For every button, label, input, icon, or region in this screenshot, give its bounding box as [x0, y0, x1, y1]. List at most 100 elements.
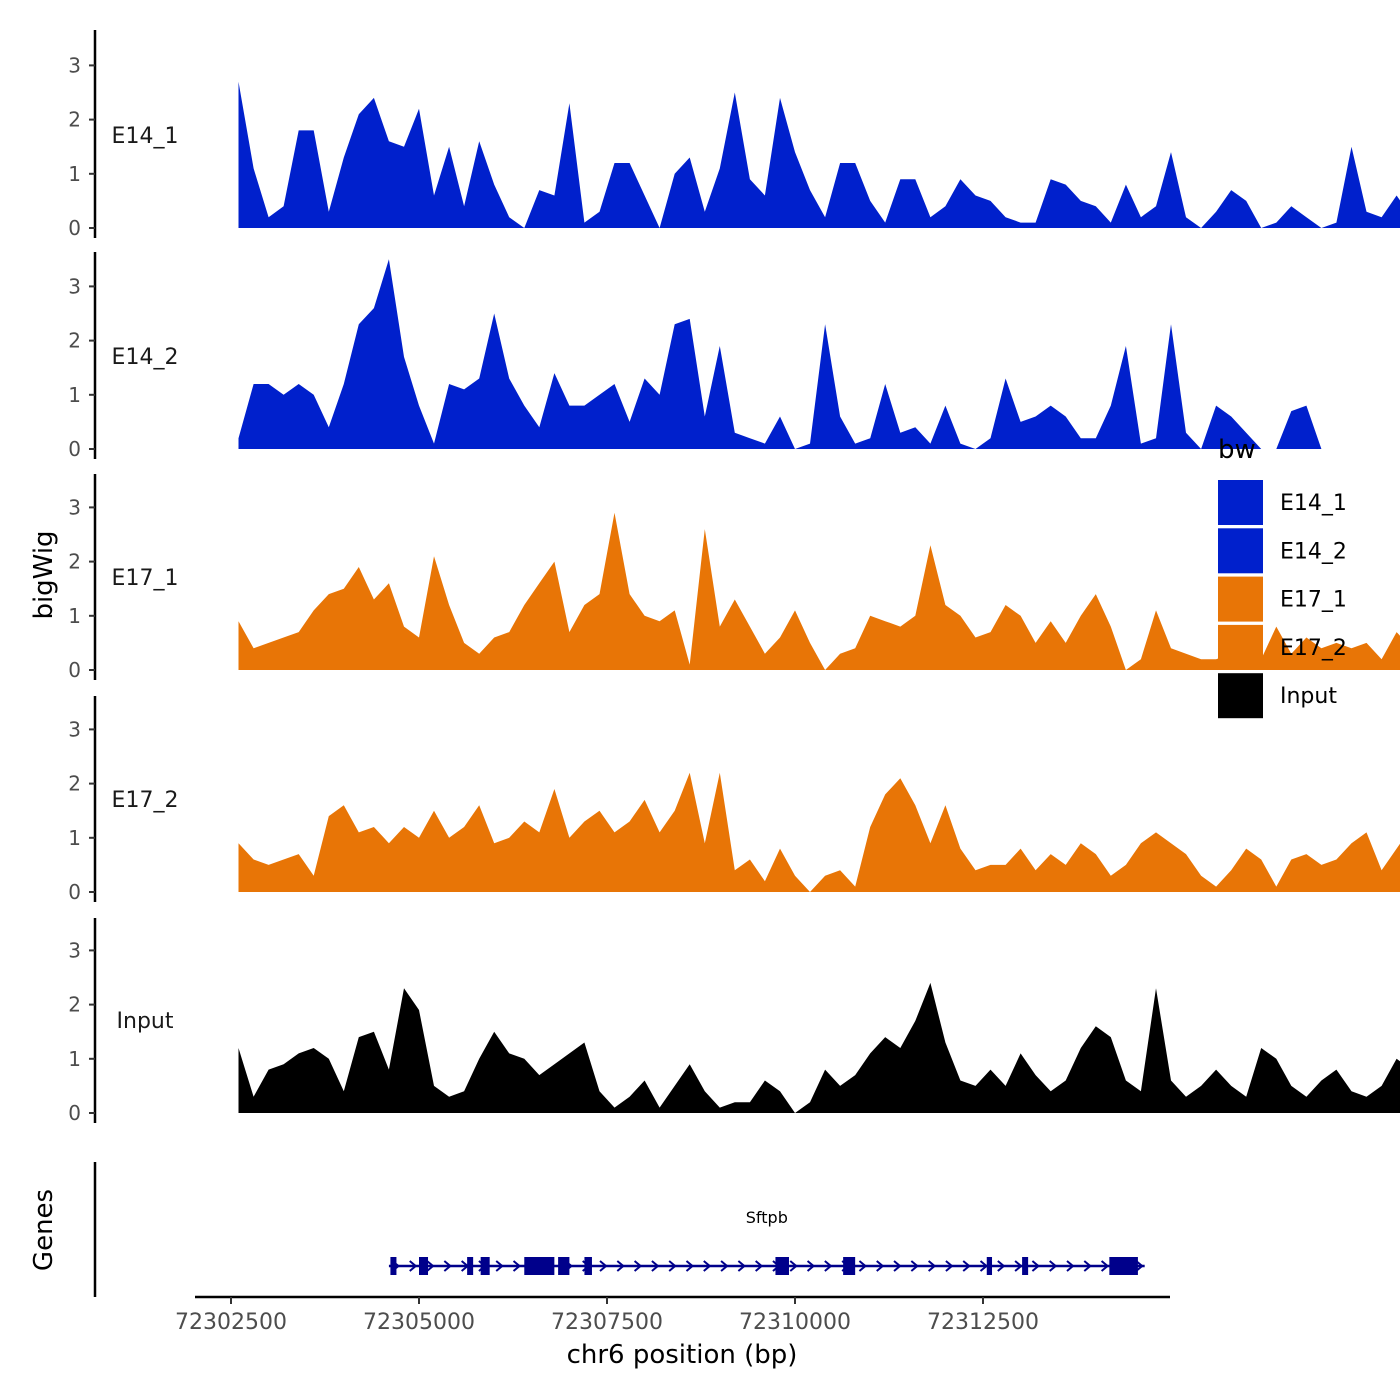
coverage-area [238, 259, 1400, 449]
strand-arrow [1100, 1260, 1110, 1272]
strand-arrow [824, 1260, 833, 1272]
coverage-area [238, 81, 1400, 228]
genes-axis-title: Genes [29, 1189, 59, 1271]
y-tick-label: 0 [68, 1101, 81, 1125]
y-tick-label: 2 [68, 550, 81, 574]
x-tick-label: 72302500 [175, 1310, 287, 1335]
track-input: 0 1 2 3 Input [68, 918, 1400, 1125]
strand-arrow [668, 1260, 677, 1272]
y-tick-label: 3 [68, 53, 81, 77]
strand-arrow [1031, 1260, 1040, 1272]
track-e17-2: 0 1 2 3 E17_2 [68, 696, 1400, 904]
legend-label: E14_1 [1280, 491, 1347, 516]
strand-arrow [806, 1260, 816, 1272]
x-tick-label: 72305000 [363, 1310, 475, 1335]
track-e14-2: 0 1 2 3 E14_2 [68, 252, 1400, 461]
tracks: 0 1 2 3 E14_1 0 1 2 3 E14_2 0 1 2 3 E17_1 0 1 2 3 E17_2 0 1 2 3… [68, 30, 1400, 1125]
y-tick-label: 2 [68, 108, 81, 132]
gene-exon [775, 1257, 789, 1275]
y-tick-label: 0 [68, 437, 81, 461]
x-tick-label: 72310000 [739, 1310, 851, 1335]
gene-exon [1109, 1257, 1138, 1275]
track-e14-1: 0 1 2 3 E14_1 [68, 30, 1400, 240]
strand-arrow [962, 1260, 971, 1272]
y-tick-label: 3 [68, 274, 81, 298]
legend-entries: E14_1 E14_2 E17_1 E17_2 Input [1218, 480, 1347, 719]
y-tick-label: 3 [68, 495, 81, 519]
x-tick-label: 72307500 [551, 1310, 663, 1335]
strand-arrow [945, 1260, 954, 1272]
legend-label: E17_2 [1280, 636, 1347, 661]
strand-arrow [703, 1260, 712, 1272]
y-tick-label: 0 [68, 216, 81, 240]
y-tick-label: 0 [68, 880, 81, 904]
legend-swatch [1218, 528, 1263, 574]
track-label: E14_1 [112, 124, 179, 149]
strand-arrow [858, 1260, 867, 1272]
strand-arrow [927, 1260, 937, 1272]
strand-arrow [910, 1260, 919, 1272]
strand-arrow [997, 1260, 1006, 1272]
x-axis-title: chr6 position (bp) [567, 1340, 798, 1370]
strand-arrow [876, 1260, 885, 1272]
strand-arrow [893, 1260, 902, 1272]
strand-arrow [755, 1260, 764, 1272]
y-tick-label: 2 [68, 329, 81, 353]
gene-graphics: Sftpb [388, 1208, 1145, 1275]
coverage-area [238, 512, 1400, 670]
gene-exon [390, 1257, 397, 1275]
x-tick-label: 72312500 [927, 1310, 1039, 1335]
strand-arrow [616, 1260, 625, 1272]
legend-label: E14_2 [1280, 539, 1347, 564]
strand-arrow [1135, 1260, 1144, 1272]
y-tick-label: 3 [68, 717, 81, 741]
strand-arrow [599, 1260, 608, 1272]
gene-exon [558, 1257, 570, 1275]
track-label: E17_1 [112, 566, 179, 591]
gene-exon [480, 1257, 490, 1275]
y-tick-label: 1 [68, 604, 81, 628]
legend-label: E17_1 [1280, 588, 1347, 613]
legend: bw E14_1 E14_2 E17_1 E17_2 Input [1218, 435, 1347, 719]
strand-arrow [979, 1260, 989, 1272]
gene-exon [524, 1257, 555, 1275]
gene-exon [986, 1257, 993, 1275]
x-axis: 72302500 72305000 72307500 72310000 72312500 [175, 1295, 1170, 1335]
y-tick-label: 2 [68, 993, 81, 1017]
strand-arrow [512, 1260, 522, 1272]
legend-title: bw [1218, 435, 1256, 465]
track-label: E17_2 [112, 788, 179, 813]
gene-exon [843, 1257, 856, 1275]
gene-exon [419, 1257, 429, 1275]
strand-arrow [426, 1260, 435, 1272]
strand-arrow [443, 1260, 452, 1272]
coverage-area [238, 772, 1400, 892]
strand-arrow [1066, 1260, 1075, 1272]
coverage-area [238, 982, 1400, 1113]
strand-arrow [1049, 1260, 1058, 1272]
gene-panel: Sftpb [93, 1162, 1145, 1297]
y-axis-title: bigWig [29, 530, 59, 619]
strand-arrow [409, 1260, 418, 1272]
gene-name-label: Sftpb [746, 1208, 788, 1227]
y-tick-label: 2 [68, 772, 81, 796]
gene-exon [1022, 1257, 1029, 1275]
track-label: Input [117, 1009, 174, 1034]
strand-arrow [495, 1260, 504, 1272]
strand-arrow [633, 1260, 643, 1272]
strand-arrow [651, 1260, 660, 1272]
strand-arrow [1083, 1260, 1092, 1272]
strand-arrow [737, 1260, 746, 1272]
track-label: E14_2 [112, 345, 179, 370]
y-tick-label: 1 [68, 162, 81, 186]
strand-arrow [720, 1260, 729, 1272]
legend-swatch [1218, 480, 1263, 525]
y-tick-label: 1 [68, 1047, 81, 1071]
strand-arrow [789, 1260, 798, 1272]
y-tick-label: 1 [68, 826, 81, 850]
track-e17-1: 0 1 2 3 E17_1 [68, 474, 1400, 682]
legend-swatch [1218, 673, 1263, 719]
gene-exon [584, 1257, 592, 1275]
y-tick-label: 0 [68, 658, 81, 682]
